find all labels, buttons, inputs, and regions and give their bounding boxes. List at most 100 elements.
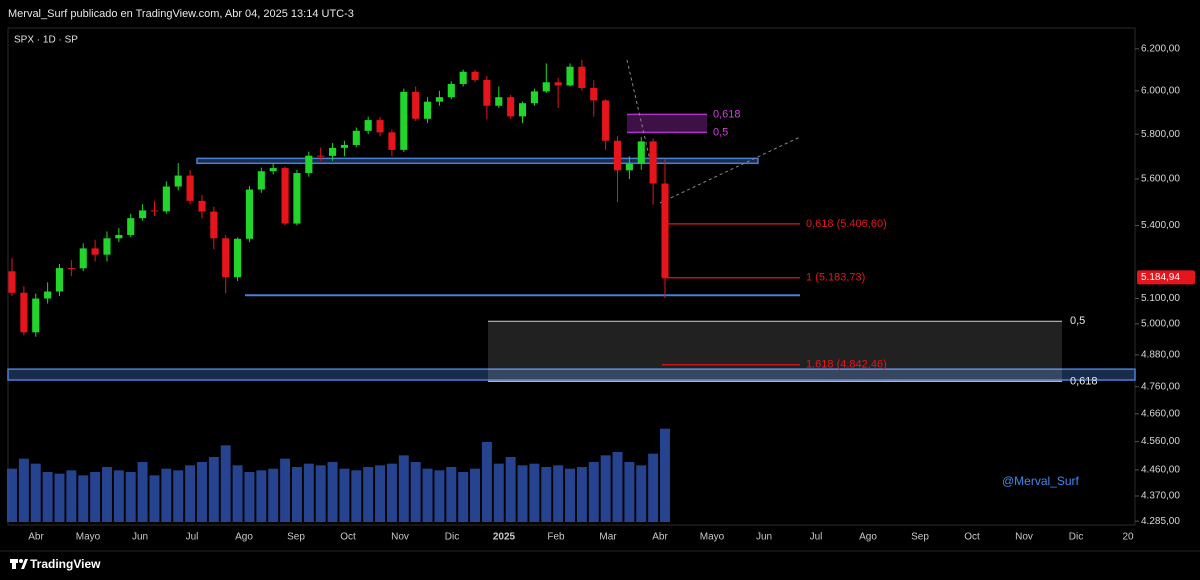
candle-body: [495, 97, 503, 106]
x-tick-label: 2025: [493, 532, 516, 543]
fib-box: [488, 321, 1062, 382]
candle-body: [649, 141, 657, 184]
logo: [10, 559, 28, 569]
logo-part: [21, 559, 28, 569]
fib-box: [627, 114, 707, 133]
volume-bar: [137, 462, 148, 522]
candle-body: [32, 298, 40, 333]
volume-bar: [113, 470, 124, 522]
candle-body: [530, 91, 538, 104]
chart: 0,5 0,618 0,618 0,5 0,618 (5.406,60) 1 (5.183…: [7, 44, 1195, 543]
volume-bar: [612, 452, 623, 522]
volume-bar: [7, 468, 17, 522]
x-tick-label: Jul: [186, 532, 199, 543]
volume-bar: [280, 458, 291, 522]
x-tick-label: Dic: [1069, 532, 1083, 543]
logo-part: [10, 559, 18, 563]
candle-body: [55, 268, 64, 292]
candle-body: [222, 238, 230, 278]
candle-body: [79, 248, 87, 269]
x-tick-label: Nov: [1015, 532, 1033, 543]
x-tick-label: Jul: [810, 532, 823, 543]
last-price-box: [1137, 270, 1195, 285]
volume-bar: [422, 468, 433, 522]
candle-body: [602, 100, 610, 141]
volume-bar: [565, 468, 576, 522]
chart-title: SPX · 1D · SP: [14, 35, 78, 46]
candle-body: [542, 82, 550, 92]
volume-bar: [125, 472, 136, 522]
zone: [196, 157, 759, 165]
candle-body: [625, 163, 633, 171]
candle-body: [400, 91, 408, 150]
volume-bar: [339, 468, 350, 522]
volume-bar: [481, 442, 492, 522]
volume-bar: [470, 468, 481, 522]
volume-bar: [54, 473, 65, 522]
volume-bar: [173, 470, 184, 522]
volume-bar: [208, 457, 219, 522]
candle-body: [352, 130, 360, 145]
trend-line: [659, 136, 801, 204]
x-tick-label: Oct: [964, 532, 980, 543]
volume-bar: [624, 462, 635, 522]
y-tick-label: 4.285,00: [1141, 516, 1180, 527]
volume-bar: [256, 470, 267, 522]
x-tick-label: Feb: [547, 532, 565, 543]
candle-body: [269, 168, 277, 172]
candle-body: [590, 88, 598, 101]
x-tick-label: Sep: [911, 532, 929, 543]
header: Merval_Surf publicado en TradingView.com…: [8, 8, 354, 20]
candle-body: [8, 271, 16, 293]
candle-body: [257, 171, 265, 190]
volume-bar: [517, 465, 528, 522]
y-tick-label: 4.760,00: [1141, 381, 1180, 392]
fib-label: 0,618 (5.406,60): [806, 218, 887, 230]
volume-bar: [648, 453, 659, 522]
candle-body: [67, 268, 75, 270]
volume-bar: [410, 462, 421, 522]
x-tick-label: Sep: [287, 532, 305, 543]
volume-bar: [196, 462, 207, 522]
x-tick-label: Nov: [391, 532, 409, 543]
y-tick-label: 4.460,00: [1141, 465, 1180, 476]
y-tick-label: 4.370,00: [1141, 491, 1180, 502]
candle-body: [162, 186, 170, 212]
volume-bar: [434, 470, 445, 522]
candle-body: [115, 234, 123, 239]
logo-part: [19, 559, 23, 563]
y-tick-label: 5.000,00: [1141, 318, 1180, 329]
volume-bar: [149, 475, 160, 522]
y-tick-label: 6.000,00: [1141, 85, 1180, 96]
candle-body: [364, 120, 372, 131]
watermark: @Merval_Surf: [1002, 474, 1080, 488]
x-tick-label: Oct: [340, 532, 356, 543]
volume-bar: [505, 457, 516, 522]
candle-body: [174, 175, 182, 187]
candle-body: [103, 238, 111, 255]
candle-body: [376, 120, 384, 133]
volume-bar: [220, 445, 231, 522]
y-tick-label: 4.880,00: [1141, 350, 1180, 361]
candle-body: [554, 82, 562, 86]
y-tick-label: 5.400,00: [1141, 220, 1180, 231]
volume-bar: [553, 465, 564, 522]
volume-bar: [90, 472, 101, 522]
candle-body: [150, 210, 159, 212]
logo-part: [12, 563, 16, 569]
volume-bar: [185, 465, 196, 522]
x-tick-label: 20: [1122, 532, 1134, 543]
candle-body: [661, 183, 669, 278]
last-price-label: 5.184,94: [1141, 272, 1180, 283]
volume-bar: [327, 462, 338, 522]
volume-bar: [66, 470, 77, 522]
x-tick-label: Mar: [599, 532, 617, 543]
x-tick-label: Mayo: [76, 532, 101, 543]
x-tick-label: Ago: [235, 532, 253, 543]
candle-body: [20, 292, 28, 333]
y-tick-label: 4.560,00: [1141, 436, 1180, 447]
volume-bar: [375, 465, 386, 522]
candle-body: [423, 101, 432, 119]
candle-body: [198, 200, 206, 212]
volume-bar: [660, 428, 670, 522]
